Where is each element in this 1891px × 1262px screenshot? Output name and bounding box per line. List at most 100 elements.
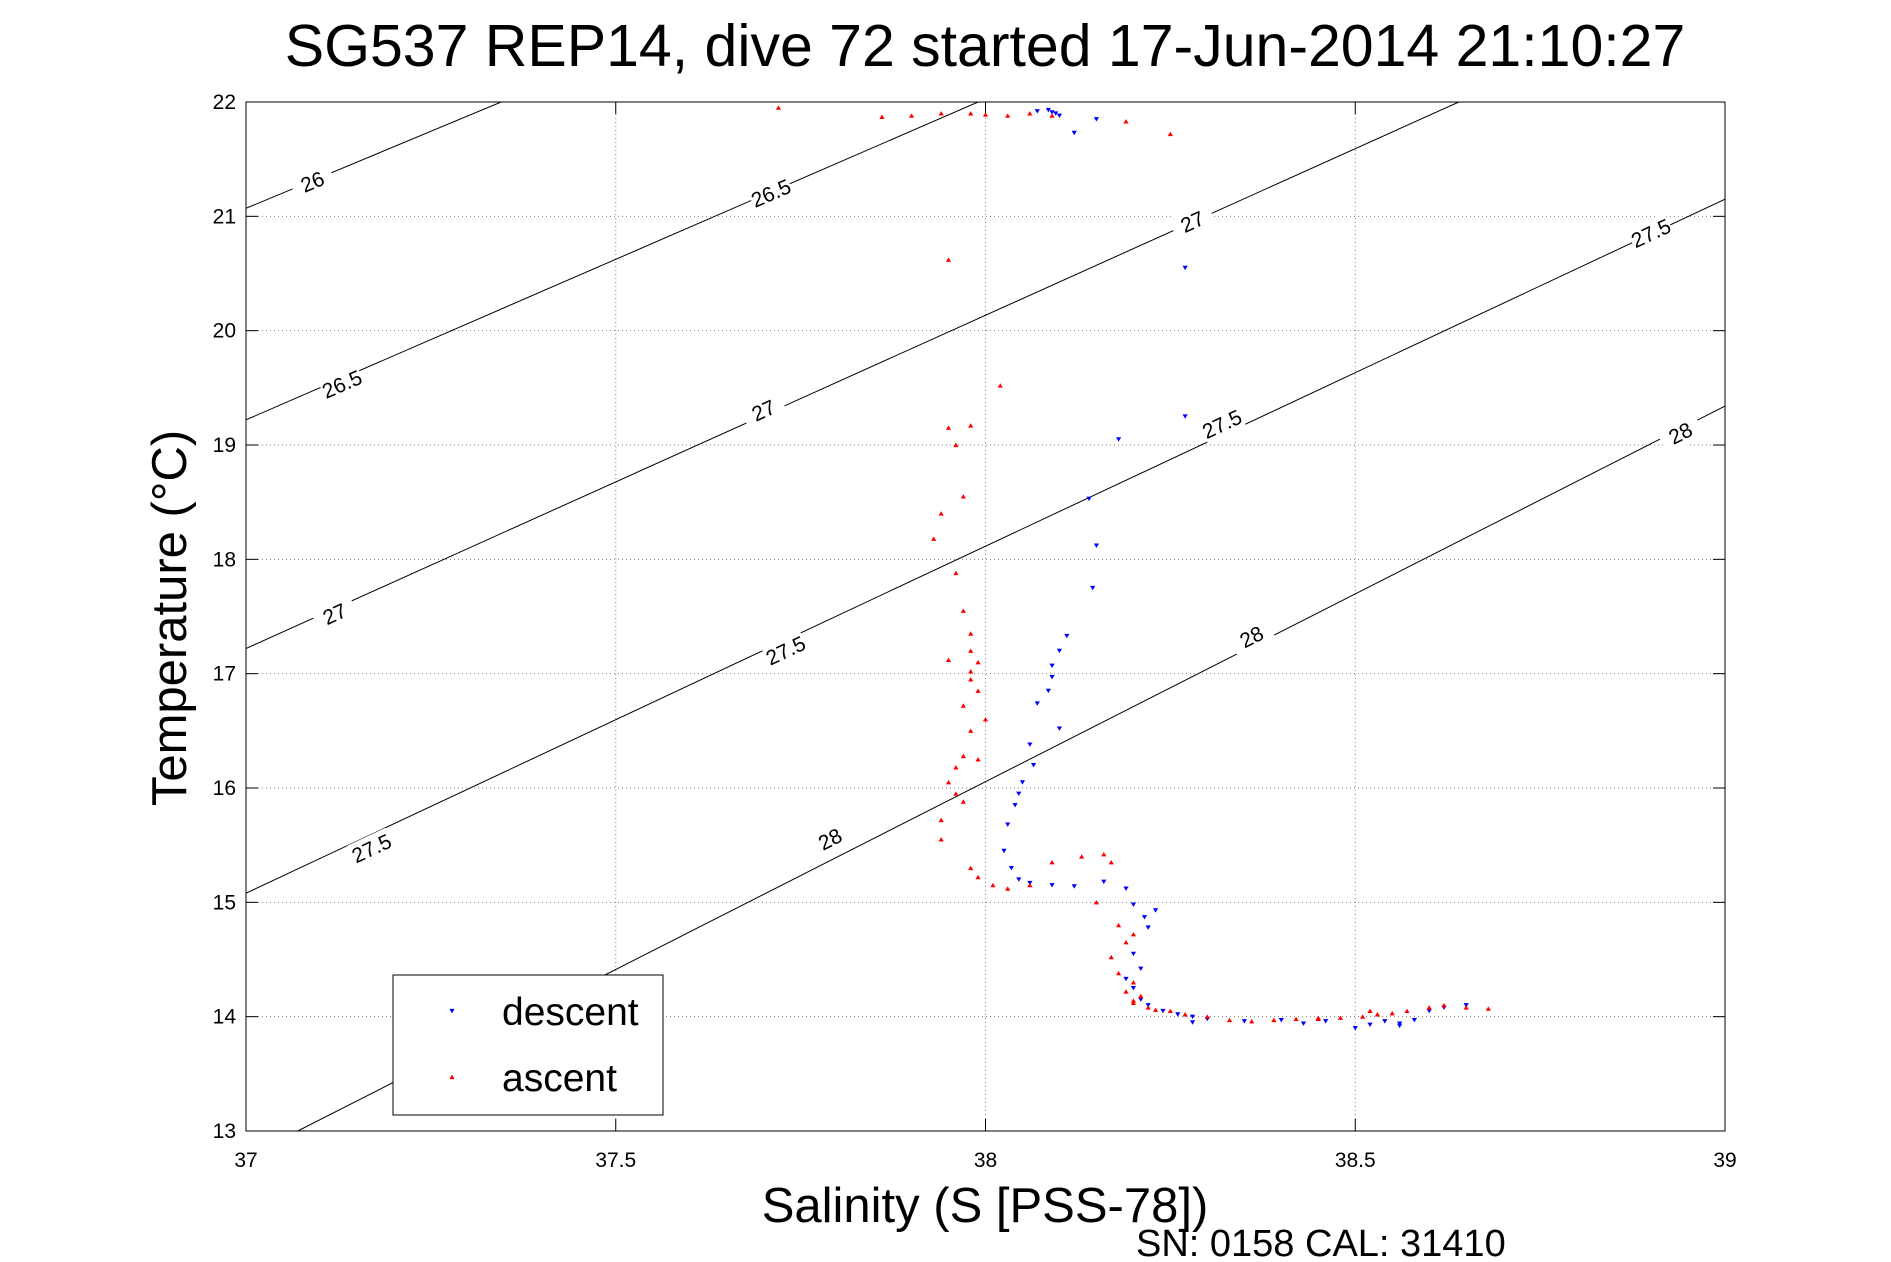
descent-point (1130, 986, 1136, 991)
descent-point (1008, 865, 1014, 871)
x-tick-label: 39 (1713, 1149, 1736, 1172)
descent-point (1016, 791, 1022, 797)
ascent-point (960, 799, 966, 804)
ascent-point (1093, 899, 1100, 905)
ascent-point (1167, 1008, 1173, 1014)
ascent-point (1485, 1006, 1491, 1011)
ascent-point (982, 717, 989, 722)
descent-point (1189, 1020, 1196, 1025)
descent-point (1182, 414, 1188, 419)
ascent-point (1204, 1014, 1210, 1019)
ascent-point (1123, 940, 1129, 945)
chart-title: SG537 REP14, dive 72 started 17-Jun-2014… (285, 13, 1686, 79)
descent-point (1397, 1021, 1403, 1026)
descent-point (1397, 1023, 1403, 1029)
ascent-point (968, 111, 974, 116)
legend-label-descent: descent (502, 991, 639, 1034)
descent-point (1016, 877, 1022, 882)
descent-point (1049, 663, 1055, 669)
ascent-point (938, 111, 944, 116)
ascent-point (1145, 1005, 1151, 1010)
ascent-point (968, 728, 974, 733)
ascent-point (1130, 1000, 1136, 1006)
ascent-point (1079, 854, 1085, 859)
ascent-point (968, 865, 974, 871)
descent-point (1182, 265, 1188, 271)
descent-point (1093, 543, 1100, 548)
ascent-point (1116, 970, 1122, 976)
descent-point (1090, 585, 1096, 591)
legend-box (392, 974, 664, 1116)
ascent-point (975, 688, 981, 693)
ascent-point (960, 753, 966, 759)
ascent-point (1404, 1008, 1410, 1014)
ascent-point (1123, 989, 1129, 994)
ascent-point (1293, 1016, 1299, 1022)
legend: descent ascent (392, 974, 664, 1116)
y-tick-label: 15 (213, 891, 236, 914)
ascent-point (1389, 1010, 1395, 1016)
descent-point (1138, 997, 1144, 1002)
ascent-point (1108, 859, 1114, 865)
ascent-point (775, 105, 782, 110)
descent-point (1049, 883, 1055, 888)
y-axis-label: Temperature (°C) (143, 430, 197, 806)
ascent-point (1049, 859, 1055, 865)
ascent-point (968, 677, 974, 682)
ascent-point (1374, 1012, 1381, 1017)
ascent-point (1130, 932, 1136, 937)
ascent-point (1249, 1018, 1255, 1024)
contour-line-27-5 (246, 198, 1725, 894)
ascent-point (953, 442, 959, 448)
contour-line-27 (246, 102, 1459, 649)
ascent-point (1101, 851, 1107, 857)
y-tick-label: 18 (213, 548, 236, 571)
descent-point (1367, 1022, 1373, 1028)
ascent-point (1271, 1017, 1277, 1023)
ascent-point (968, 423, 974, 428)
ascent-point (931, 536, 937, 541)
ascent-point (1116, 922, 1122, 928)
legend-marker-ascent (449, 1074, 455, 1080)
ascent-point (1027, 111, 1033, 116)
y-tick-label: 22 (213, 91, 236, 114)
descent-point (1145, 925, 1151, 930)
descent-point (1086, 496, 1092, 502)
ascent-point (1441, 1002, 1447, 1008)
ascent-point (990, 882, 996, 888)
ascent-point (953, 570, 959, 576)
legend-label-ascent: ascent (502, 1057, 617, 1100)
contour-line-26-5 (246, 102, 979, 421)
ascent-point (1367, 1008, 1373, 1014)
descent-point (1056, 648, 1063, 654)
descent-point (1034, 701, 1040, 706)
y-tick-label: 13 (213, 1120, 236, 1143)
y-tick-label: 17 (213, 663, 236, 686)
ascent-point (1123, 119, 1129, 124)
descent-point (1027, 742, 1033, 747)
x-tick-label: 38 (974, 1149, 997, 1172)
descent-point (1411, 1018, 1418, 1023)
y-tick-label: 20 (213, 320, 236, 343)
ascent-point (975, 874, 981, 880)
descent-point (1241, 1019, 1247, 1024)
descent-point (1116, 437, 1122, 442)
descent-point (1189, 1014, 1196, 1020)
ascent-point (968, 631, 974, 636)
descent-point (1123, 886, 1129, 891)
ascent-point (1315, 1015, 1321, 1020)
ascent-point (945, 779, 952, 785)
ascent-point (1138, 993, 1144, 999)
ascent-point (1005, 886, 1011, 891)
descent-point (1045, 688, 1051, 694)
descent-point (1300, 1021, 1307, 1026)
descent-point (1056, 726, 1063, 731)
descent-point (1426, 1008, 1432, 1014)
ascent-point (1360, 1014, 1366, 1019)
ascent-point (968, 648, 974, 653)
descent-point (1101, 879, 1107, 885)
ascent-point (938, 817, 944, 823)
descent-point (1382, 1019, 1388, 1024)
descent-point (1045, 107, 1051, 113)
descent-point (1053, 111, 1059, 116)
